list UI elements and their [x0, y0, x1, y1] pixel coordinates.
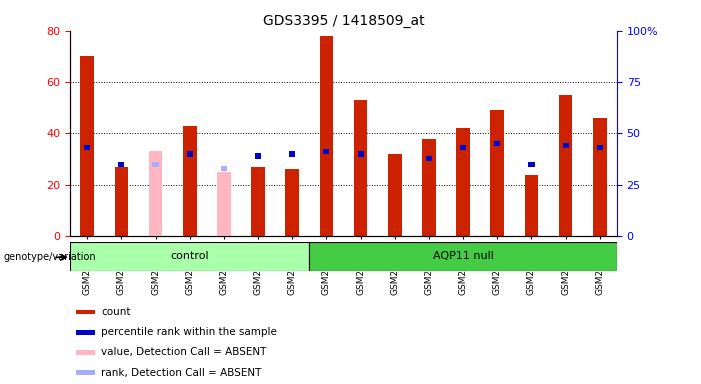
Text: AQP11 null: AQP11 null [433, 251, 494, 262]
Bar [289, 151, 295, 157]
Bar [323, 149, 329, 154]
Bar [152, 162, 158, 167]
Text: rank, Detection Call = ABSENT: rank, Detection Call = ABSENT [101, 368, 261, 378]
Bar [76, 310, 95, 314]
Bar [460, 145, 466, 151]
Bar [183, 126, 196, 236]
Bar [597, 145, 603, 151]
Bar [491, 110, 504, 236]
Bar [149, 151, 163, 236]
Text: control: control [170, 251, 209, 262]
Title: GDS3395 / 1418509_at: GDS3395 / 1418509_at [263, 14, 424, 28]
Bar [354, 100, 367, 236]
Bar [81, 56, 94, 236]
Bar [186, 151, 193, 157]
Bar [593, 118, 606, 236]
Bar [524, 174, 538, 236]
Bar [118, 162, 125, 167]
Text: value, Detection Call = ABSENT: value, Detection Call = ABSENT [101, 348, 266, 358]
Bar [114, 167, 128, 236]
Text: percentile rank within the sample: percentile rank within the sample [101, 327, 277, 337]
Bar [529, 162, 535, 167]
Text: genotype/variation: genotype/variation [4, 252, 96, 262]
Bar [562, 143, 569, 148]
Bar [221, 166, 227, 171]
Bar [309, 242, 617, 271]
Text: count: count [101, 307, 130, 317]
Bar [76, 330, 95, 334]
Bar [84, 145, 90, 151]
Bar [217, 172, 231, 236]
Bar [422, 139, 436, 236]
Bar [456, 128, 470, 236]
Bar [251, 167, 265, 236]
Bar [358, 151, 364, 157]
Bar [559, 95, 573, 236]
Bar [76, 350, 95, 355]
Bar [388, 154, 402, 236]
Bar [285, 169, 299, 236]
Bar [255, 154, 261, 159]
Bar [76, 371, 95, 375]
Bar [320, 36, 333, 236]
Bar [70, 242, 309, 271]
Bar [426, 156, 432, 161]
Bar [494, 141, 501, 146]
